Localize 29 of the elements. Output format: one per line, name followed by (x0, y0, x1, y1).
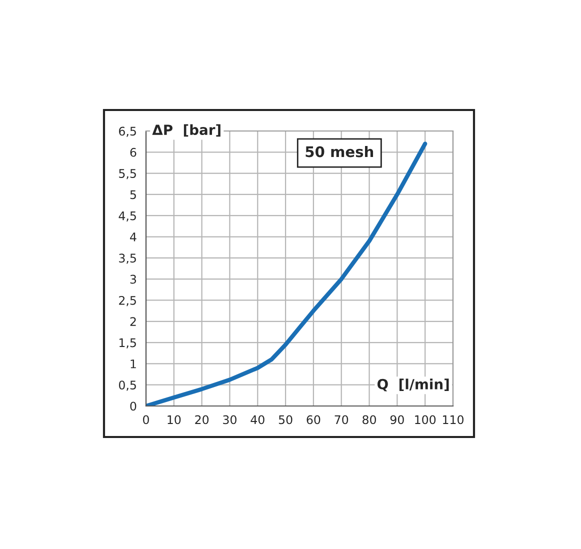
x-tick-label: 100 (415, 415, 436, 424)
y-tick-label: 3,5 (119, 254, 136, 264)
y-tick-label: 6 (130, 148, 136, 157)
y-tick-label: 5,5 (119, 169, 136, 180)
y-tick-label: 1 (130, 360, 136, 368)
y-tick-label: 5 (130, 190, 136, 200)
y-tick-label: 2 (130, 317, 136, 326)
x-axis-title: Q [l/min] (377, 378, 449, 392)
x-tick-label: 10 (168, 415, 181, 424)
y-tick-label: 0 (130, 402, 136, 411)
y-tick-label: 4,5 (118, 211, 136, 222)
y-axis-title: ΔP [bar] (152, 124, 220, 137)
x-tick-label: 50 (278, 415, 292, 424)
y-tick-label: 2,5 (119, 296, 136, 306)
y-tick-label: 0,5 (118, 380, 136, 391)
x-tick-label: 20 (195, 415, 209, 424)
x-tick-label: 80 (362, 415, 376, 424)
annotation: 50 mesh (306, 146, 374, 158)
y-tick-label: 6,5 (119, 126, 136, 137)
x-tick-label: 0 (143, 415, 149, 424)
x-tick-label: 70 (334, 415, 348, 424)
x-tick-label: 30 (223, 415, 236, 424)
x-tick-label: 90 (390, 415, 404, 424)
y-tick-label: 3 (130, 274, 136, 284)
y-tick-label: 1,5 (119, 338, 136, 348)
y-tick-label: 4 (130, 232, 136, 242)
x-tick-label: 60 (306, 415, 320, 424)
x-tick-label: 110 (443, 415, 464, 424)
x-tick-label: 40 (250, 415, 264, 424)
